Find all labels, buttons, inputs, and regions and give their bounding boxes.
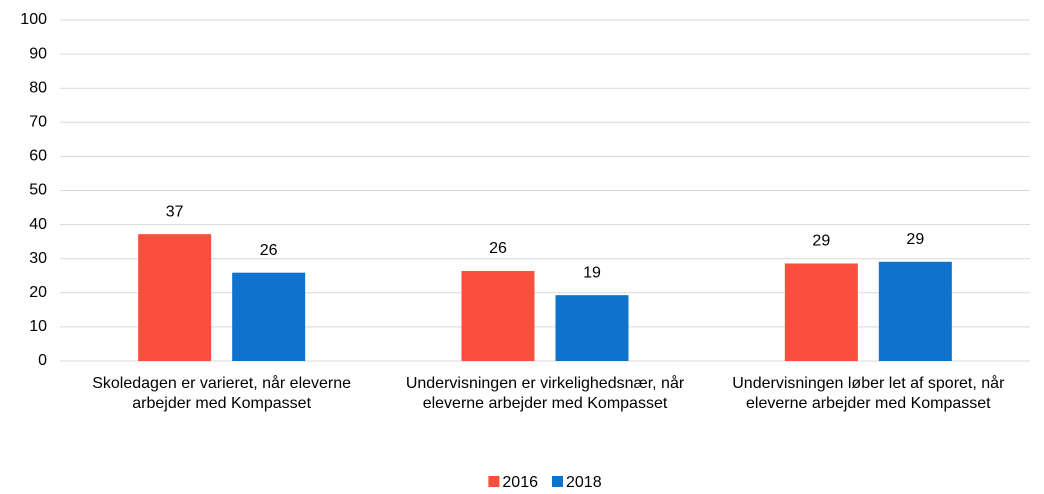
y-tick-label: 0: [38, 352, 47, 369]
legend-swatch: [488, 476, 500, 487]
data-label: 19: [583, 264, 601, 281]
x-tick-label: Skoledagen er varieret, når eleverne arb…: [92, 375, 352, 412]
x-tick-label: Undervisningen løber let af sporet, når …: [732, 375, 1005, 412]
bar: [784, 263, 858, 361]
data-label: 29: [812, 233, 830, 250]
x-tick-label: Undervisningen er virkelighedsnær, når e…: [405, 375, 685, 412]
y-tick-label: 70: [29, 114, 47, 131]
bar: [232, 272, 306, 361]
data-label: 29: [906, 231, 924, 248]
y-tick-label: 30: [29, 250, 47, 267]
y-tick-label: 90: [29, 45, 47, 62]
y-tick-label: 50: [29, 182, 47, 199]
y-tick-label: 20: [29, 284, 47, 301]
legend-label: 2018: [566, 474, 602, 491]
bar: [461, 270, 535, 361]
data-label: 37: [166, 203, 184, 220]
y-tick-label: 80: [29, 79, 47, 96]
legend-label: 2016: [502, 474, 538, 491]
data-label: 26: [489, 240, 507, 257]
data-label: 26: [260, 242, 278, 259]
bar: [878, 261, 952, 361]
y-tick-label: 10: [29, 318, 47, 335]
bar: [138, 234, 212, 361]
y-tick-label: 40: [29, 216, 47, 233]
legend-swatch: [552, 476, 563, 487]
bar: [555, 295, 629, 361]
y-tick-label: 100: [20, 11, 47, 28]
y-tick-label: 60: [29, 148, 47, 165]
